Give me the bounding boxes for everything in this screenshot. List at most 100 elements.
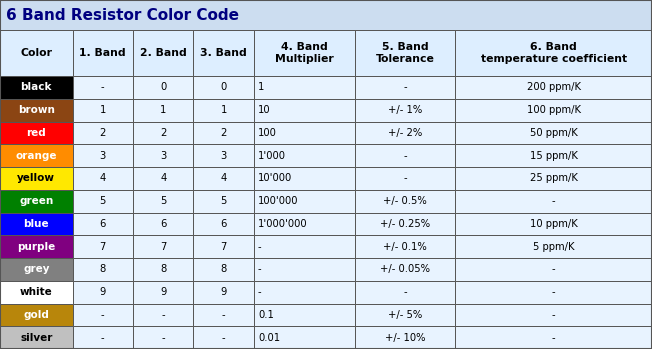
Text: grey: grey xyxy=(23,265,50,274)
Bar xyxy=(133,213,194,235)
Bar xyxy=(456,258,652,281)
Bar xyxy=(72,30,133,76)
Bar xyxy=(194,281,254,304)
Bar xyxy=(194,235,254,258)
Bar xyxy=(133,30,194,76)
Text: -: - xyxy=(404,287,407,297)
Text: 5: 5 xyxy=(220,196,227,206)
Bar xyxy=(355,144,456,167)
Bar xyxy=(0,304,72,326)
Text: -: - xyxy=(222,333,226,343)
Text: orange: orange xyxy=(16,151,57,161)
Bar xyxy=(72,258,133,281)
Text: +/- 2%: +/- 2% xyxy=(388,128,422,138)
Bar xyxy=(0,326,72,349)
Text: 100: 100 xyxy=(258,128,277,138)
Bar xyxy=(194,167,254,190)
Bar xyxy=(72,99,133,121)
Bar xyxy=(0,99,72,121)
Text: blue: blue xyxy=(23,219,49,229)
Bar xyxy=(72,235,133,258)
Text: purple: purple xyxy=(17,242,55,252)
Bar xyxy=(194,326,254,349)
Bar xyxy=(194,76,254,99)
Bar xyxy=(355,76,456,99)
Bar xyxy=(456,144,652,167)
Text: brown: brown xyxy=(18,105,55,115)
Text: 4: 4 xyxy=(100,173,106,183)
Bar xyxy=(72,304,133,326)
Bar xyxy=(355,235,456,258)
Bar xyxy=(456,99,652,121)
Text: 9: 9 xyxy=(100,287,106,297)
Bar xyxy=(133,258,194,281)
Bar xyxy=(355,326,456,349)
Bar xyxy=(133,99,194,121)
Bar xyxy=(0,167,72,190)
Text: Color: Color xyxy=(20,48,52,58)
Bar xyxy=(0,235,72,258)
Text: 7: 7 xyxy=(220,242,227,252)
Bar xyxy=(133,190,194,213)
Bar xyxy=(456,304,652,326)
Bar xyxy=(456,167,652,190)
Text: 10 ppm/K: 10 ppm/K xyxy=(530,219,578,229)
Text: gold: gold xyxy=(23,310,49,320)
Text: 3: 3 xyxy=(100,151,106,161)
Bar xyxy=(0,258,72,281)
Text: 6: 6 xyxy=(100,219,106,229)
Text: 2: 2 xyxy=(160,128,166,138)
Text: 2: 2 xyxy=(100,128,106,138)
Text: 3: 3 xyxy=(160,151,166,161)
Bar xyxy=(0,144,72,167)
Text: 15 ppm/K: 15 ppm/K xyxy=(530,151,578,161)
Text: 200 ppm/K: 200 ppm/K xyxy=(527,82,581,92)
Text: 4. Band
Multiplier: 4. Band Multiplier xyxy=(275,42,334,64)
Text: black: black xyxy=(20,82,52,92)
Bar xyxy=(0,30,72,76)
Text: 1'000'000: 1'000'000 xyxy=(258,219,308,229)
Text: 6: 6 xyxy=(220,219,227,229)
Bar xyxy=(133,167,194,190)
Text: 6: 6 xyxy=(160,219,166,229)
Text: -: - xyxy=(552,310,556,320)
Bar xyxy=(254,76,355,99)
Bar xyxy=(133,326,194,349)
Bar xyxy=(254,213,355,235)
Text: 10: 10 xyxy=(258,105,271,115)
Bar xyxy=(456,30,652,76)
Bar xyxy=(194,30,254,76)
Bar xyxy=(355,190,456,213)
Text: -: - xyxy=(552,333,556,343)
Text: 4: 4 xyxy=(160,173,166,183)
Text: +/- 1%: +/- 1% xyxy=(388,105,422,115)
Bar xyxy=(254,30,355,76)
Bar xyxy=(254,99,355,121)
Bar xyxy=(355,258,456,281)
Bar xyxy=(194,258,254,281)
Text: 5: 5 xyxy=(160,196,166,206)
Bar xyxy=(133,121,194,144)
Text: silver: silver xyxy=(20,333,52,343)
Text: 9: 9 xyxy=(220,287,227,297)
Bar xyxy=(72,213,133,235)
Bar xyxy=(456,326,652,349)
Bar xyxy=(194,99,254,121)
Bar xyxy=(254,304,355,326)
Bar xyxy=(456,235,652,258)
Text: 100'000: 100'000 xyxy=(258,196,299,206)
Bar xyxy=(194,213,254,235)
Text: 0.1: 0.1 xyxy=(258,310,274,320)
Text: yellow: yellow xyxy=(18,173,55,183)
Bar xyxy=(72,121,133,144)
Text: 0: 0 xyxy=(220,82,227,92)
Bar xyxy=(456,76,652,99)
Bar xyxy=(0,76,72,99)
Text: -: - xyxy=(258,265,261,274)
Bar xyxy=(194,144,254,167)
Text: -: - xyxy=(101,333,104,343)
Text: +/- 0.05%: +/- 0.05% xyxy=(380,265,430,274)
Bar xyxy=(0,0,652,30)
Text: 100 ppm/K: 100 ppm/K xyxy=(527,105,581,115)
Text: 1. Band: 1. Band xyxy=(80,48,126,58)
